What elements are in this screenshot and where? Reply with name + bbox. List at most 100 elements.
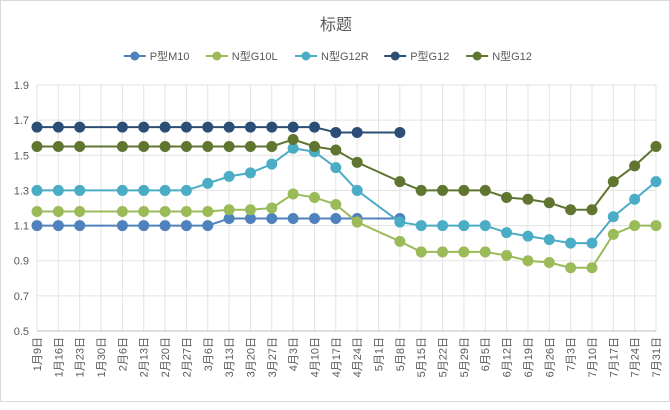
x-tick-label: 4月17日 <box>331 337 343 377</box>
data-point <box>31 220 43 232</box>
x-tick-label: 1月23日 <box>75 337 87 377</box>
data-point <box>501 227 513 239</box>
data-point <box>138 184 150 196</box>
x-tick-label: 7月31日 <box>651 337 663 377</box>
legend-label: P型G12 <box>410 49 449 63</box>
data-point <box>308 141 320 152</box>
x-tick-label: 7月10日 <box>587 337 599 377</box>
data-point <box>458 184 470 196</box>
data-point <box>138 220 150 232</box>
x-tick-label: 2月6日 <box>117 337 129 371</box>
x-tick-label: 4月24日 <box>352 337 364 377</box>
data-point <box>522 193 534 205</box>
data-point <box>501 249 513 261</box>
data-point <box>159 121 171 133</box>
data-point <box>479 184 491 196</box>
legend-marker <box>212 51 222 61</box>
data-point <box>159 141 171 152</box>
data-point <box>351 184 363 196</box>
data-point <box>522 230 534 242</box>
x-tick-label: 1月9日 <box>32 337 44 371</box>
data-point <box>116 206 128 218</box>
data-point <box>223 213 235 225</box>
legend-item: N型G10L <box>205 49 278 63</box>
x-tick-label: 6月26日 <box>544 337 556 377</box>
data-point <box>437 184 449 196</box>
data-point <box>244 121 256 133</box>
data-point <box>629 193 641 205</box>
y-tick-label: 0.9 <box>14 256 29 268</box>
data-point <box>479 246 491 258</box>
data-point <box>458 246 470 258</box>
data-point <box>180 121 192 133</box>
data-point <box>180 206 192 218</box>
data-point <box>543 197 555 209</box>
data-point <box>415 184 427 196</box>
data-point <box>138 206 150 218</box>
series-1 <box>31 188 662 274</box>
data-point <box>202 206 214 218</box>
data-point <box>330 162 342 174</box>
x-tick-label: 5月8日 <box>395 337 407 371</box>
data-point <box>266 213 278 225</box>
data-point <box>74 206 86 218</box>
data-point <box>437 220 449 232</box>
data-point <box>522 255 534 267</box>
y-tick-label: 1.5 <box>14 150 29 162</box>
data-point <box>138 121 150 133</box>
x-tick-label: 2月27日 <box>181 337 193 377</box>
data-point <box>52 220 64 232</box>
data-point <box>394 216 406 228</box>
y-tick-label: 0.7 <box>14 291 29 303</box>
data-point <box>180 220 192 232</box>
data-point <box>159 206 171 218</box>
data-point <box>543 234 555 246</box>
data-point <box>138 141 150 152</box>
data-point <box>244 213 256 225</box>
legend-item: N型G12R <box>295 49 369 63</box>
x-tick-label: 3月27日 <box>267 337 279 377</box>
data-point <box>479 220 491 232</box>
series-line <box>37 126 400 134</box>
series-line <box>37 217 400 227</box>
data-point <box>437 246 449 258</box>
legend-label: N型G12R <box>321 49 369 63</box>
x-tick-label: 3月6日 <box>203 337 215 371</box>
x-tick-label: 3月20日 <box>245 337 257 377</box>
data-point <box>650 220 662 232</box>
data-point <box>607 228 619 240</box>
x-tick-label: 4月10日 <box>309 337 321 377</box>
x-tick-label: 5月15日 <box>416 337 428 377</box>
data-point <box>586 204 598 216</box>
data-point <box>74 220 86 232</box>
data-point <box>159 220 171 232</box>
data-point <box>629 160 641 172</box>
x-tick-label: 7月24日 <box>630 337 642 377</box>
x-tick-label: 2月13日 <box>139 337 151 377</box>
data-point <box>287 133 299 145</box>
data-point <box>351 216 363 228</box>
data-point <box>202 121 214 133</box>
data-point <box>415 220 427 232</box>
data-point <box>266 121 278 133</box>
data-point <box>116 184 128 196</box>
series-line <box>37 147 657 245</box>
data-point <box>180 141 192 152</box>
data-point <box>244 167 256 179</box>
legend-label: N型G10L <box>232 49 278 63</box>
chart-title: 标题 <box>320 16 352 34</box>
data-point <box>308 121 320 133</box>
legend-item: P型G12 <box>384 49 449 63</box>
data-point <box>266 158 278 170</box>
data-point <box>31 184 43 196</box>
series-line <box>37 138 657 211</box>
y-tick-label: 1.7 <box>14 115 29 127</box>
x-tick-label: 7月17日 <box>608 337 620 377</box>
data-point <box>223 121 235 133</box>
data-point <box>394 235 406 247</box>
x-tick-label: 5月22日 <box>438 337 450 377</box>
data-point <box>287 188 299 200</box>
data-point <box>116 121 128 133</box>
data-point <box>31 121 43 133</box>
